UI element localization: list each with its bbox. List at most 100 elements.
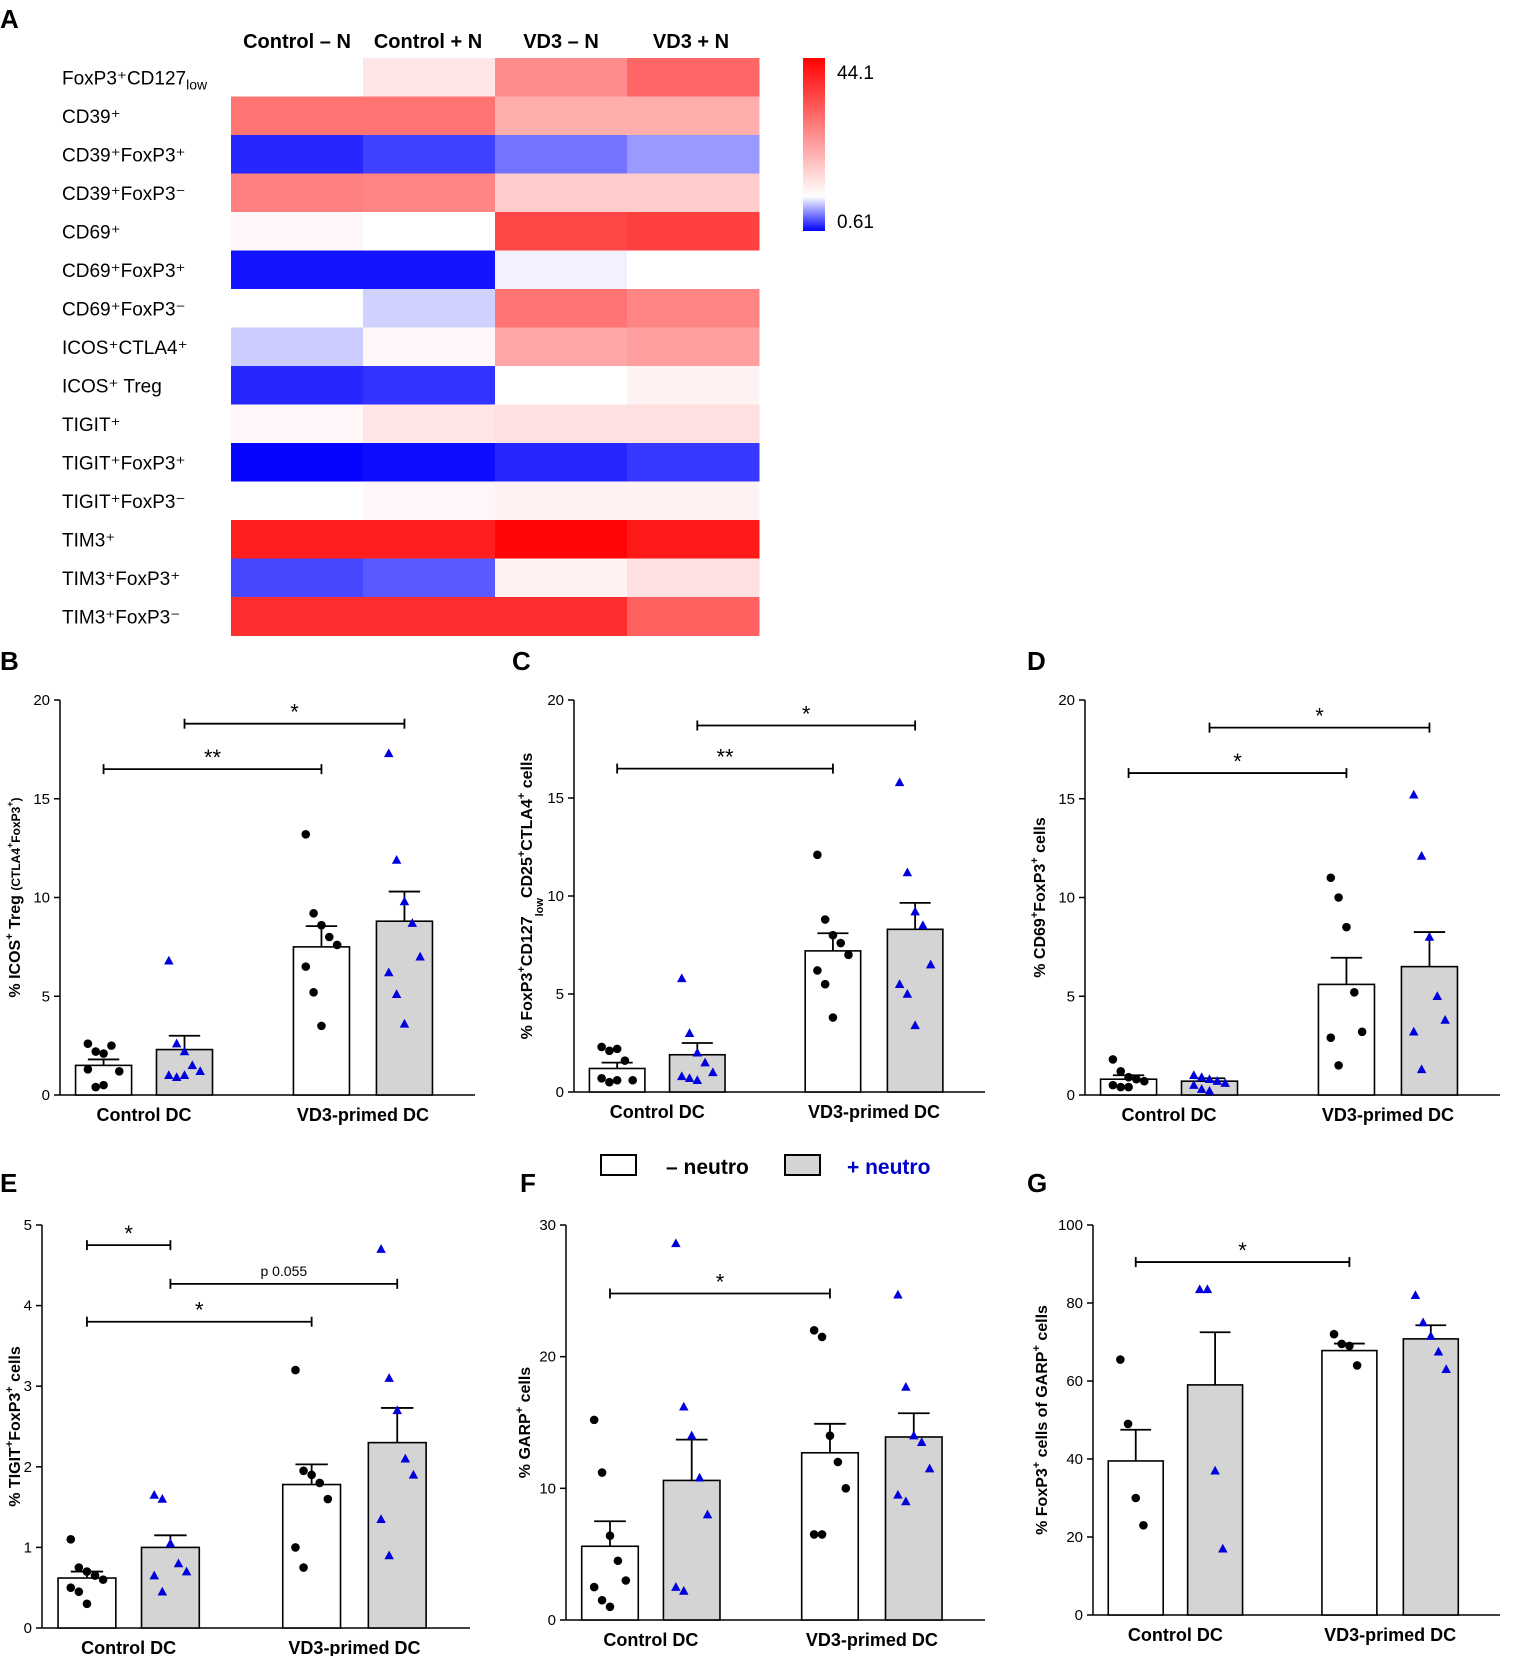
data-point-circle	[1357, 1027, 1367, 1037]
data-point-circle	[1334, 893, 1343, 902]
x-category-label: VD3-primed DC	[806, 1630, 938, 1650]
data-point-circle	[1123, 1419, 1133, 1429]
x-category-label: VD3-primed DC	[808, 1102, 940, 1122]
data-point-triangle	[1410, 1290, 1421, 1299]
y-axis-label-part: % TIGIT	[7, 1447, 24, 1507]
data-point-circle	[1108, 1055, 1118, 1064]
y-tick-label: 20	[1058, 692, 1075, 709]
y-axis-label-part: FoxP3	[1032, 864, 1049, 912]
y-axis-label-part: +	[4, 1441, 16, 1447]
data-point-triangle	[894, 979, 905, 988]
heatmap-cell	[495, 558, 628, 598]
y-tick-label: 0	[1075, 1607, 1083, 1624]
data-point-circle	[828, 1013, 838, 1022]
heatmap-cell	[231, 289, 364, 328]
data-point-triangle	[1202, 1284, 1213, 1294]
data-point-triangle	[679, 1401, 689, 1411]
panel-letter-a: A	[0, 4, 19, 34]
heatmap-col-label: VD3 + N	[653, 31, 729, 53]
heatmap-cell	[363, 135, 496, 174]
heatmap-cell	[627, 96, 760, 136]
y-axis-label-part: % CD69	[1032, 918, 1049, 978]
data-point-circle	[605, 1531, 615, 1541]
heatmap-cell	[495, 135, 628, 174]
heatmap-cell	[495, 481, 628, 521]
bar	[1186, 1384, 1244, 1616]
data-point-triangle	[677, 973, 687, 983]
heatmap-scale-max: 44.1	[837, 63, 874, 84]
heatmap-cell	[495, 443, 628, 482]
y-axis-label: % CD69+FoxP3+ cells	[1029, 817, 1049, 978]
y-tick-label: 10	[539, 1480, 556, 1497]
bar	[886, 928, 944, 1093]
heatmap-cell	[231, 135, 364, 174]
data-point-triangle	[700, 1057, 710, 1067]
significance-label: *	[290, 700, 299, 725]
data-point-circle	[1116, 1067, 1126, 1076]
y-axis-label-part: +	[5, 801, 15, 806]
bar	[1402, 1338, 1460, 1616]
y-axis-label-part: cells	[519, 753, 536, 793]
heatmap-row-label: CD39⁺FoxP3⁻	[62, 184, 186, 205]
y-tick-label: 15	[547, 790, 564, 807]
heatmap-cell	[363, 558, 496, 598]
data-point-circle	[1329, 1329, 1339, 1339]
y-axis-label: % GARP+ cells	[514, 1367, 534, 1478]
y-axis-label-part: % FoxP3	[1034, 1468, 1051, 1535]
bar	[662, 1479, 721, 1621]
significance-label: *	[124, 1221, 133, 1246]
data-point-triangle	[677, 1071, 687, 1081]
data-point-circle	[597, 1468, 607, 1477]
y-axis-label-part: )	[9, 797, 23, 801]
bar	[1321, 1349, 1378, 1616]
data-point-triangle	[1426, 1331, 1436, 1340]
data-point-triangle	[157, 1586, 168, 1596]
data-point-triangle	[157, 1494, 168, 1503]
data-point-triangle	[415, 951, 425, 961]
heatmap-cell	[627, 558, 760, 598]
y-tick-label: 0	[24, 1620, 32, 1637]
y-axis-label-part: +	[4, 1386, 16, 1392]
heatmap-cell	[363, 96, 496, 136]
data-point-circle	[628, 1075, 637, 1085]
y-axis-label-part: +	[516, 793, 528, 799]
y-axis-label-part: +	[1029, 912, 1041, 918]
y-axis-label-part: (CTLA4	[9, 848, 23, 891]
data-point-triangle	[1409, 789, 1419, 799]
data-point-circle	[1139, 1521, 1148, 1530]
y-axis-label-part: FoxP3	[9, 806, 23, 842]
data-point-circle	[597, 1042, 606, 1052]
data-point-circle	[114, 1067, 124, 1076]
data-point-circle	[98, 1575, 108, 1584]
data-point-triangle	[392, 1405, 402, 1415]
y-tick-label: 15	[1058, 791, 1075, 808]
data-point-triangle	[173, 1558, 184, 1568]
x-category-label: Control DC	[97, 1105, 192, 1125]
y-tick-label: 4	[24, 1298, 32, 1315]
y-axis-label: % FoxP3+ cells of GARP+ cells	[1031, 1305, 1051, 1535]
heatmap-color-scale	[803, 58, 825, 231]
data-point-circle	[107, 1041, 116, 1050]
heatmap-cell	[363, 366, 496, 405]
data-point-triangle	[391, 989, 402, 999]
significance-label: **	[716, 745, 734, 770]
data-point-circle	[1139, 1076, 1149, 1086]
y-axis-label-part: % ICOS	[7, 939, 24, 997]
heatmap-row-label: TIGIT⁺FoxP3⁺	[62, 453, 186, 474]
data-point-triangle	[376, 1244, 386, 1253]
y-axis-label-part: cells	[1034, 1305, 1051, 1345]
heatmap-cell	[363, 520, 496, 559]
data-point-triangle	[924, 1463, 935, 1473]
heatmap-cell	[495, 366, 628, 405]
y-tick-label: 10	[33, 890, 50, 907]
y-axis-label-part: +	[4, 933, 16, 939]
heatmap-row-label: TIGIT⁺FoxP3⁻	[62, 492, 186, 513]
y-tick-label: 5	[1067, 988, 1075, 1005]
significance-label: *	[1315, 704, 1324, 729]
data-point-circle	[1349, 988, 1359, 997]
data-point-triangle	[171, 1038, 182, 1048]
heatmap-row-label: TIM3⁺FoxP3⁺	[62, 569, 180, 590]
heatmap-cell	[495, 212, 628, 251]
